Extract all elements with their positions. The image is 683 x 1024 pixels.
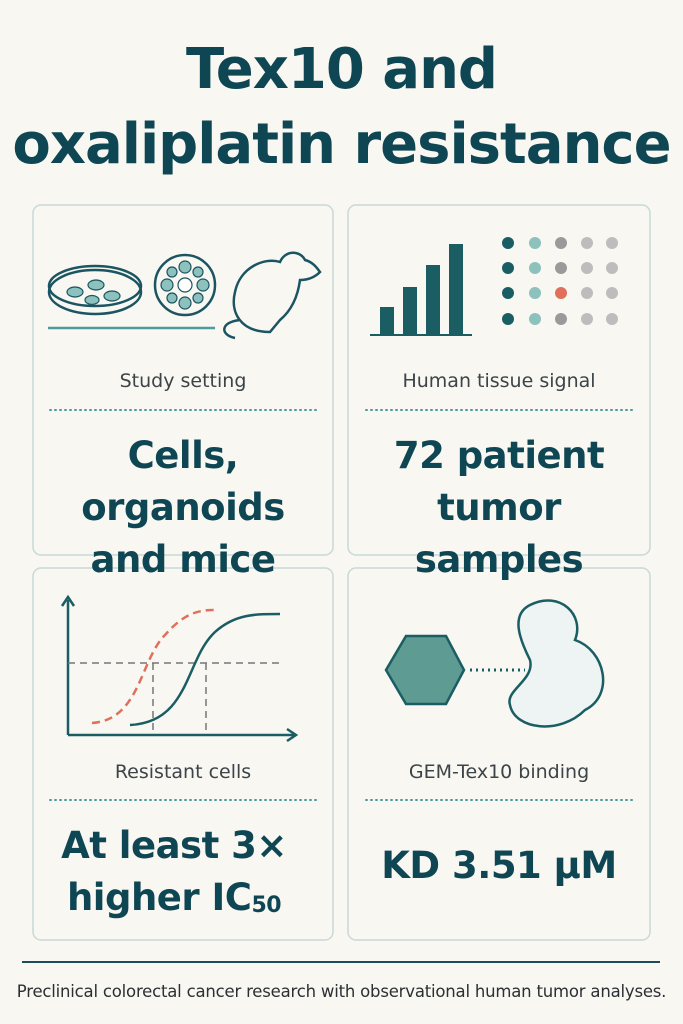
card-label: Study setting: [119, 370, 247, 392]
card-value: 72 patient tumor samples: [349, 430, 649, 586]
value-line: tumor samples: [414, 486, 584, 581]
icon-curve: [60, 594, 299, 743]
card-border: [32, 567, 334, 941]
card-value: Cells, organoids and mice: [33, 430, 333, 586]
card-value: KD 3.51 µM: [349, 840, 649, 892]
value-line: higher IC50: [24, 872, 324, 932]
icon-tissue: [370, 244, 472, 336]
value-text: higher IC: [66, 876, 252, 919]
card-border: [347, 204, 651, 556]
card-label: GEM-Tex10 binding: [408, 761, 590, 783]
card-value: At least 3× higher IC50: [24, 820, 324, 932]
card-border: [32, 204, 334, 556]
value-line: KD 3.51 µM: [381, 844, 617, 887]
card-border: [347, 567, 651, 941]
dot-grid: [502, 237, 618, 325]
card-label: Resistant cells: [114, 761, 252, 783]
value-line: At least 3×: [61, 824, 287, 867]
value-subscript: 50: [251, 893, 282, 918]
value-line: and mice: [90, 538, 276, 581]
value-line: 72 patient: [393, 434, 605, 477]
title-line: Tex10 and: [185, 37, 498, 102]
card-label: Human tissue signal: [402, 370, 596, 392]
value-line: Cells, organoids: [81, 434, 285, 529]
footer: Preclinical colorectal cancer research w…: [16, 982, 667, 1001]
icon-binding: [384, 599, 605, 728]
icon-study: [47, 251, 322, 340]
title-line: oxaliplatin resistance: [12, 112, 671, 177]
